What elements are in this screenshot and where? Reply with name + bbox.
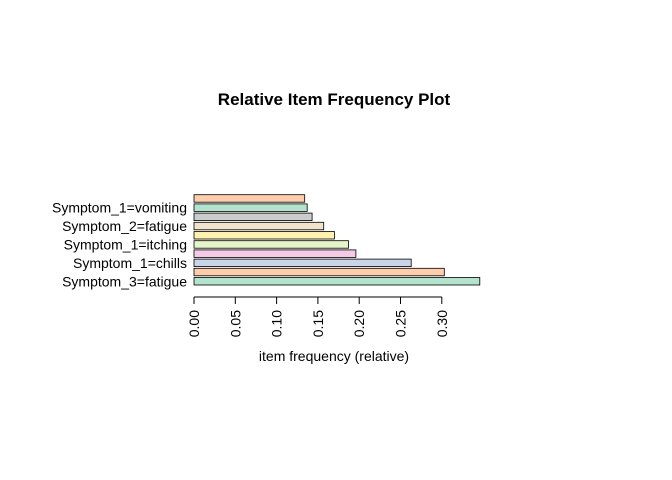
bar-7 [193, 221, 325, 231]
bar-10 [193, 194, 306, 203]
bar-group [193, 194, 481, 286]
chart-title: Relative Item Frequency Plot [218, 90, 451, 109]
y-tick-label: Symptom_3=fatigue [62, 273, 187, 289]
x-tick-label: 0.15 [310, 310, 326, 337]
bar-6 [193, 231, 335, 240]
bar-8 [193, 212, 313, 222]
bar-5 [193, 240, 349, 249]
x-tick-label: 0.20 [351, 310, 367, 337]
x-tick-label: 0.00 [186, 310, 202, 337]
y-tick-label: Symptom_1=chills [73, 255, 187, 271]
bar-4 [193, 249, 357, 258]
x-axis: 0.00 0.05 0.10 0.15 0.20 0.25 0.30 [186, 296, 450, 337]
y-tick-label: Symptom_1=itching [64, 236, 187, 252]
bar-3 [193, 258, 412, 268]
bar-1 [193, 277, 481, 286]
x-tick-label: 0.05 [227, 310, 243, 337]
y-axis-labels: Symptom_3=fatigue Symptom_1=chills Symptom… [52, 200, 187, 290]
x-tick-label: 0.10 [269, 310, 285, 337]
y-tick-label: Symptom_1=vomiting [52, 200, 187, 216]
y-tick-label: Symptom_2=fatigue [62, 218, 187, 234]
bar-2 [193, 267, 445, 277]
x-axis-label: item frequency (relative) [259, 348, 409, 364]
bar-9 [193, 203, 308, 212]
x-tick-label: 0.30 [434, 310, 450, 337]
x-tick-label: 0.25 [393, 310, 409, 337]
